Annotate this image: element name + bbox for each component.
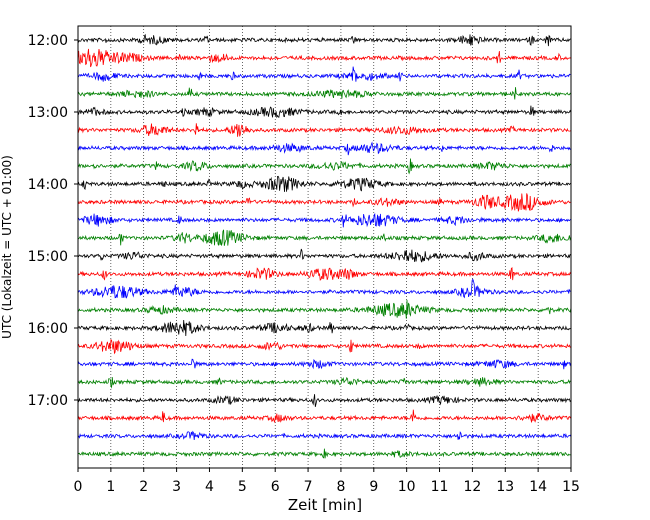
x-tick-label-7: 7: [304, 479, 313, 495]
x-tick-label-13: 13: [496, 479, 514, 495]
trace-1530: [77, 278, 571, 299]
y-tick-label-2: 14:00: [28, 177, 68, 193]
trace-1700: [77, 394, 572, 407]
trace-1415: [77, 193, 571, 212]
x-tick-label-14: 14: [529, 479, 547, 495]
y-axis-ticks: 12:00 13:00 14:00 15:00 16:00 17:00: [28, 33, 78, 409]
trace-1730: [77, 430, 572, 441]
trace-1745: [77, 448, 571, 459]
y-tick-label-0: 12:00: [28, 33, 68, 49]
trace-1245: [77, 87, 572, 100]
x-tick-label-2: 2: [139, 479, 148, 495]
x-tick-label-12: 12: [463, 479, 481, 495]
trace-1715: [77, 409, 572, 424]
trace-1500: [77, 248, 572, 263]
trace-1400: [77, 175, 572, 192]
trace-1615: [77, 339, 571, 355]
x-tick-label-0: 0: [74, 479, 83, 495]
trace-1215: [77, 48, 571, 68]
y-tick-label-5: 17:00: [28, 393, 68, 409]
trace-1515: [77, 267, 572, 281]
x-tick-label-4: 4: [205, 479, 214, 495]
x-tick-label-11: 11: [431, 479, 449, 495]
x-tick-label-3: 3: [172, 479, 181, 495]
trace-1545: [77, 299, 572, 319]
y-tick-label-3: 15:00: [28, 249, 68, 265]
x-tick-label-8: 8: [336, 479, 345, 495]
x-tick-label-10: 10: [398, 479, 416, 495]
trace-1300: [77, 105, 572, 119]
trace-1430: [77, 212, 572, 228]
trace-1600: [77, 320, 572, 337]
trace-1345: [77, 158, 572, 175]
x-tick-label-9: 9: [369, 479, 378, 495]
y-axis-label: UTC (Lokalzeit = UTC + 01:00): [0, 155, 14, 339]
seismic-traces: [77, 33, 572, 459]
x-tick-label-5: 5: [238, 479, 247, 495]
x-tick-label-1: 1: [106, 479, 115, 495]
trace-1200: [77, 33, 571, 47]
trace-1630: [77, 358, 572, 370]
x-tick-label-6: 6: [271, 479, 280, 495]
x-tick-label-15: 15: [562, 479, 580, 495]
plot-frame: [77, 25, 572, 469]
trace-1230: [77, 66, 571, 82]
trace-1445: [77, 229, 572, 247]
x-axis-label: Zeit [min]: [288, 496, 362, 514]
trace-1315: [77, 123, 572, 137]
trace-1330: [77, 141, 572, 156]
y-tick-label-1: 13:00: [28, 105, 68, 121]
x-axis-ticks: 0 1 2 3 4 5 6 7 8 9 10 11 12 13 14 15: [74, 468, 580, 495]
y-tick-label-4: 16:00: [28, 321, 68, 337]
trace-1645: [77, 376, 571, 389]
